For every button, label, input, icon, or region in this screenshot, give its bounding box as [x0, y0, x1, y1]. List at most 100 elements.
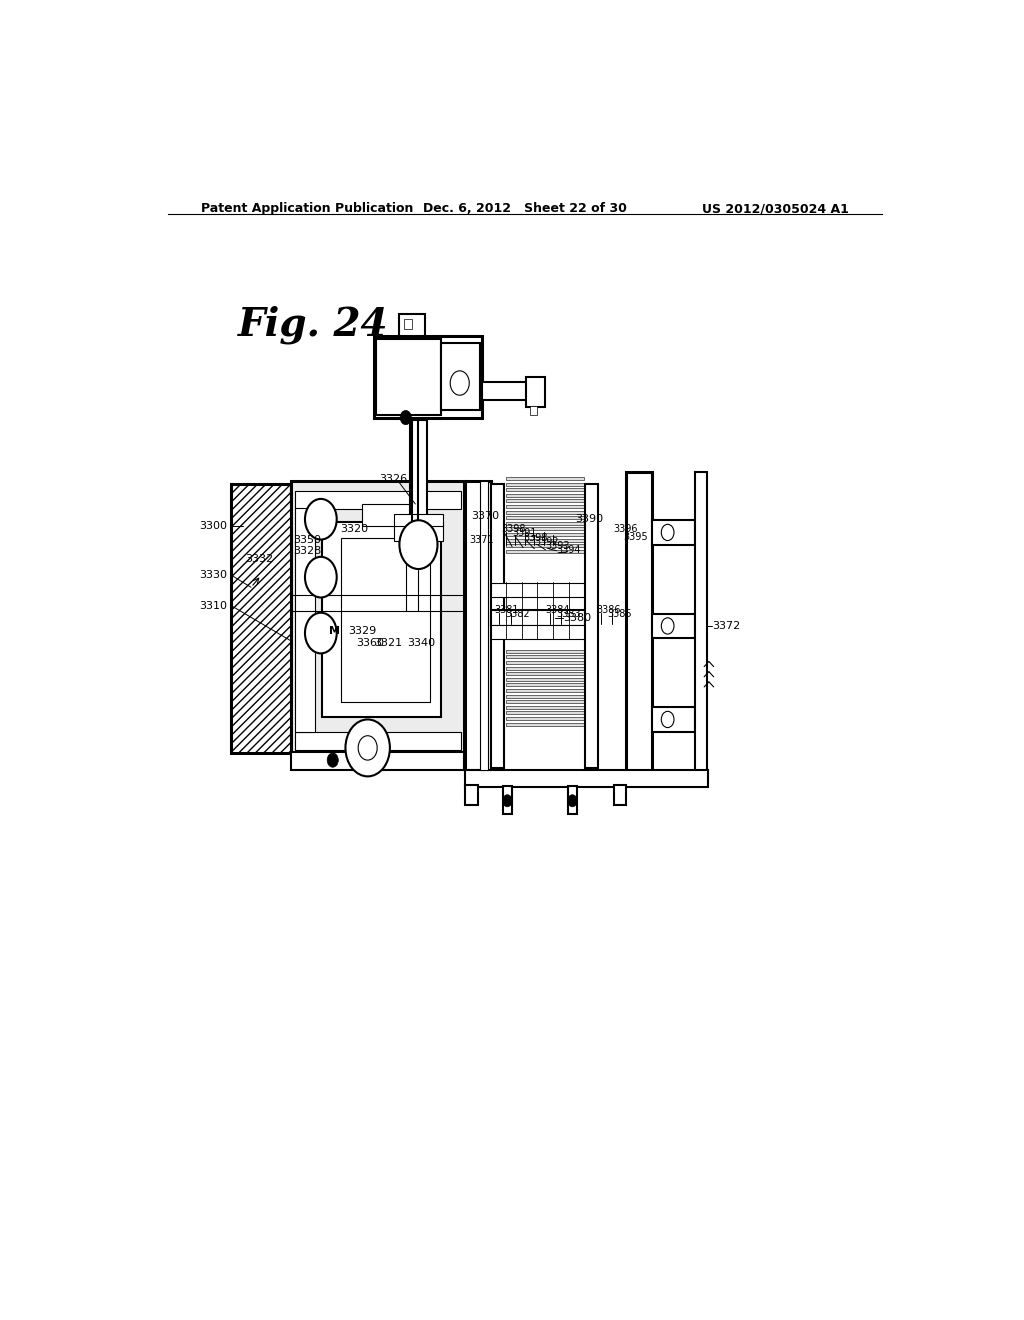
Bar — [492, 624, 585, 639]
Bar — [506, 499, 584, 503]
Text: 3329: 3329 — [348, 626, 377, 636]
Bar — [529, 407, 538, 414]
Circle shape — [662, 711, 674, 727]
Text: 3332: 3332 — [246, 554, 273, 564]
Bar — [652, 614, 695, 638]
Text: 3398: 3398 — [501, 524, 525, 535]
Text: 3371: 3371 — [469, 535, 494, 545]
Bar — [506, 544, 584, 548]
Text: US 2012/0305024 A1: US 2012/0305024 A1 — [701, 202, 849, 215]
Text: Patent Application Publication: Patent Application Publication — [201, 202, 414, 215]
Circle shape — [345, 719, 390, 776]
Text: 3383: 3383 — [557, 609, 581, 619]
Bar — [506, 477, 584, 480]
Bar — [341, 537, 430, 702]
Text: 3321: 3321 — [374, 639, 402, 648]
Bar — [506, 649, 584, 653]
Bar — [410, 420, 427, 529]
Bar — [479, 480, 487, 771]
Text: 3398: 3398 — [523, 532, 548, 543]
Bar — [492, 583, 585, 598]
Bar — [506, 667, 584, 669]
Text: 3392: 3392 — [535, 537, 559, 546]
Circle shape — [662, 524, 674, 541]
Bar — [506, 528, 584, 531]
Bar — [585, 483, 598, 768]
Bar — [492, 483, 504, 768]
Bar — [506, 539, 584, 541]
Circle shape — [567, 795, 578, 807]
Text: 3326: 3326 — [379, 474, 407, 483]
Text: 3310: 3310 — [200, 601, 227, 611]
Bar — [506, 521, 584, 525]
Bar — [506, 722, 584, 726]
Bar — [362, 504, 418, 527]
Circle shape — [400, 411, 412, 425]
Bar — [440, 343, 480, 411]
Bar — [506, 656, 584, 659]
Bar — [506, 661, 584, 664]
Bar — [506, 511, 584, 513]
Bar — [323, 523, 441, 718]
Text: 3380: 3380 — [563, 612, 591, 623]
Bar — [506, 694, 584, 697]
Text: 3382: 3382 — [506, 609, 530, 619]
Bar — [506, 506, 584, 508]
Bar — [292, 752, 465, 771]
Bar — [652, 520, 695, 545]
Bar — [295, 491, 461, 510]
Bar — [506, 711, 584, 714]
Circle shape — [399, 520, 437, 569]
Bar — [506, 689, 584, 692]
Bar — [506, 483, 584, 486]
Bar — [404, 319, 412, 329]
Bar — [376, 339, 440, 414]
Text: 3328: 3328 — [293, 545, 322, 556]
Circle shape — [401, 412, 411, 424]
Circle shape — [358, 735, 377, 760]
Circle shape — [503, 795, 512, 807]
Bar — [374, 337, 482, 417]
Bar — [506, 700, 584, 704]
Bar — [492, 610, 585, 626]
Bar — [506, 717, 584, 719]
Text: 3360: 3360 — [356, 639, 385, 648]
Bar — [295, 731, 461, 750]
Bar — [292, 480, 465, 755]
Bar — [231, 483, 292, 752]
Text: 3372: 3372 — [712, 620, 740, 631]
Text: 3370: 3370 — [472, 511, 500, 521]
Text: 3300: 3300 — [200, 521, 227, 532]
Bar — [506, 516, 584, 519]
Bar — [652, 708, 695, 731]
Text: 3385: 3385 — [607, 609, 632, 619]
Circle shape — [305, 499, 337, 540]
Circle shape — [662, 618, 674, 634]
Text: 3394: 3394 — [557, 545, 581, 554]
Text: M: M — [329, 626, 340, 636]
Text: 3395: 3395 — [624, 532, 648, 541]
Text: 3396: 3396 — [613, 524, 638, 535]
Text: 3350: 3350 — [293, 535, 322, 545]
Bar — [567, 785, 578, 814]
Circle shape — [305, 612, 337, 653]
Text: 3340: 3340 — [408, 639, 435, 648]
Text: 3320: 3320 — [341, 524, 369, 535]
Text: 3330: 3330 — [200, 570, 227, 579]
Bar — [465, 480, 490, 771]
Bar — [482, 381, 529, 400]
Bar — [295, 508, 315, 731]
Bar — [627, 473, 652, 774]
Bar — [613, 784, 627, 805]
Bar — [506, 672, 584, 676]
Bar — [465, 771, 709, 787]
Circle shape — [328, 752, 338, 767]
Bar — [506, 533, 584, 536]
Text: 3386: 3386 — [596, 605, 621, 615]
Bar — [399, 314, 425, 337]
Bar — [394, 525, 443, 541]
Bar — [506, 549, 584, 553]
Bar — [506, 488, 584, 491]
Text: 3381: 3381 — [495, 605, 519, 615]
Circle shape — [305, 557, 337, 598]
